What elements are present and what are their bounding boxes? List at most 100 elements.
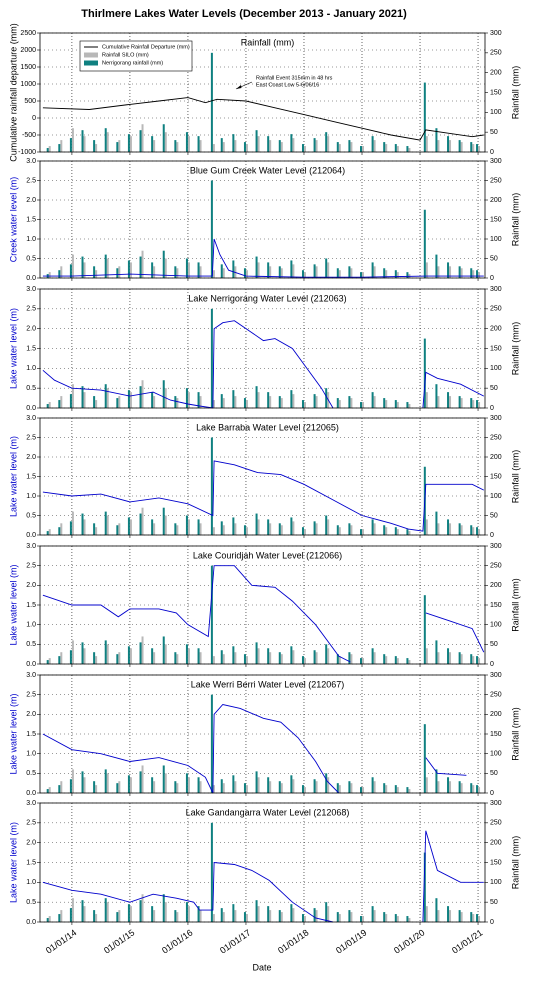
level-line (42, 830, 484, 923)
rain-bar (116, 398, 119, 408)
y-tick-label: 1.0 (26, 493, 36, 500)
rain-bar (81, 256, 84, 278)
rain-bar (408, 404, 411, 408)
rain-bar (118, 523, 121, 535)
x-axis-label: Date (252, 962, 271, 972)
rain-bar (470, 783, 473, 793)
rain-bar (435, 128, 438, 152)
rain-bar (267, 262, 270, 278)
y2-tick-label: 50 (490, 899, 498, 906)
y-tick-label: 1.0 (26, 365, 36, 372)
rain-bar (385, 914, 388, 922)
y2-tick-label: 300 (490, 800, 502, 807)
plot-frame (39, 160, 486, 279)
y2-tick-label: 150 (490, 345, 502, 352)
panel-title: Lake Couridjah Water Level (212066) (193, 550, 342, 560)
rain-bar (232, 517, 235, 535)
rain-bar (476, 914, 479, 922)
rain-bar (222, 268, 225, 278)
rain-bar (187, 519, 190, 535)
rain-bar (83, 906, 86, 922)
rain-bar (151, 906, 154, 922)
rain-bar (118, 781, 121, 793)
rain-bar (83, 136, 86, 152)
rain-bar (60, 781, 63, 793)
rain-bar (71, 769, 74, 793)
rain-bar (129, 906, 132, 922)
y2-tick-label: 100 (490, 109, 502, 116)
rain-bar (472, 400, 475, 408)
rain-bar (385, 270, 388, 278)
rain-bar (222, 142, 225, 152)
y-tick-label: 1.0 (26, 751, 36, 758)
rain-bar (174, 140, 177, 152)
rain-bar (174, 652, 177, 664)
plot-frame (39, 32, 486, 153)
rain-bar (458, 396, 461, 408)
rain-bar (185, 644, 188, 664)
y-tick-label: -1000 (18, 149, 36, 156)
rain-bar (371, 136, 374, 152)
rain-bar (371, 519, 374, 535)
rain-bar (220, 264, 223, 278)
level-line (42, 565, 485, 663)
y2-axis-label: Rainfall (mm) (510, 836, 520, 890)
rain-bar (187, 392, 190, 408)
y-tick-label: 0.0 (26, 919, 36, 926)
rain-bar (460, 783, 463, 793)
rain-bar (58, 527, 61, 535)
rain-bar (176, 654, 179, 664)
figure-title: Thirlmere Lakes Water Levels (December 2… (81, 8, 407, 20)
rain-bar (406, 787, 409, 793)
rain-bar (220, 394, 223, 408)
rain-bar (280, 525, 283, 535)
rain-bar (269, 140, 272, 152)
rain-bar (425, 519, 428, 535)
rain-bar (69, 908, 72, 922)
rain-bar (106, 132, 109, 152)
rain-bar (458, 523, 461, 535)
y-tick-label: 0.5 (26, 385, 36, 392)
rain-bar (69, 264, 72, 278)
rain-bar (95, 527, 98, 535)
y2-tick-label: 100 (490, 236, 502, 243)
y-tick-label: 3.0 (26, 672, 36, 679)
rain-bar (48, 916, 51, 922)
rain-bar (396, 658, 399, 664)
rain-bar (406, 272, 409, 278)
y2-tick-label: 50 (490, 129, 498, 136)
rain-bar (476, 656, 479, 664)
rain-bar (290, 904, 293, 922)
rain-bar (292, 138, 295, 152)
panel-title: Lake Barraba Water Level (212065) (196, 422, 339, 432)
rain-bar (48, 402, 51, 408)
rain-bar (278, 781, 281, 793)
rain-bar (210, 180, 213, 278)
rain-bar (106, 515, 109, 535)
y2-tick-label: 0 (490, 790, 494, 797)
rain-bar (69, 650, 72, 664)
rain-bar (406, 402, 409, 408)
rain-bar (423, 595, 426, 664)
rain-bar (292, 264, 295, 278)
rain-bar (327, 906, 330, 922)
y-tick-label: 0.5 (26, 641, 36, 648)
y2-axis-label: Rainfall (mm) (510, 322, 520, 376)
rain-bar (187, 906, 190, 922)
rain-bar (116, 268, 119, 278)
rain-bar (350, 142, 353, 152)
rain-bar (408, 660, 411, 664)
rain-bar (362, 529, 365, 535)
rain-bar (267, 648, 270, 664)
rain-bar (449, 781, 452, 793)
rain-bar (83, 262, 86, 278)
rain-bar (460, 525, 463, 535)
rain-bar (362, 272, 365, 278)
rain-bar (210, 52, 213, 153)
rain-bar (458, 140, 461, 152)
rain-bar (383, 398, 386, 408)
rain-bar (460, 912, 463, 922)
rain-bar (129, 777, 132, 793)
legend-swatch (84, 52, 98, 58)
rain-bar (71, 640, 74, 664)
